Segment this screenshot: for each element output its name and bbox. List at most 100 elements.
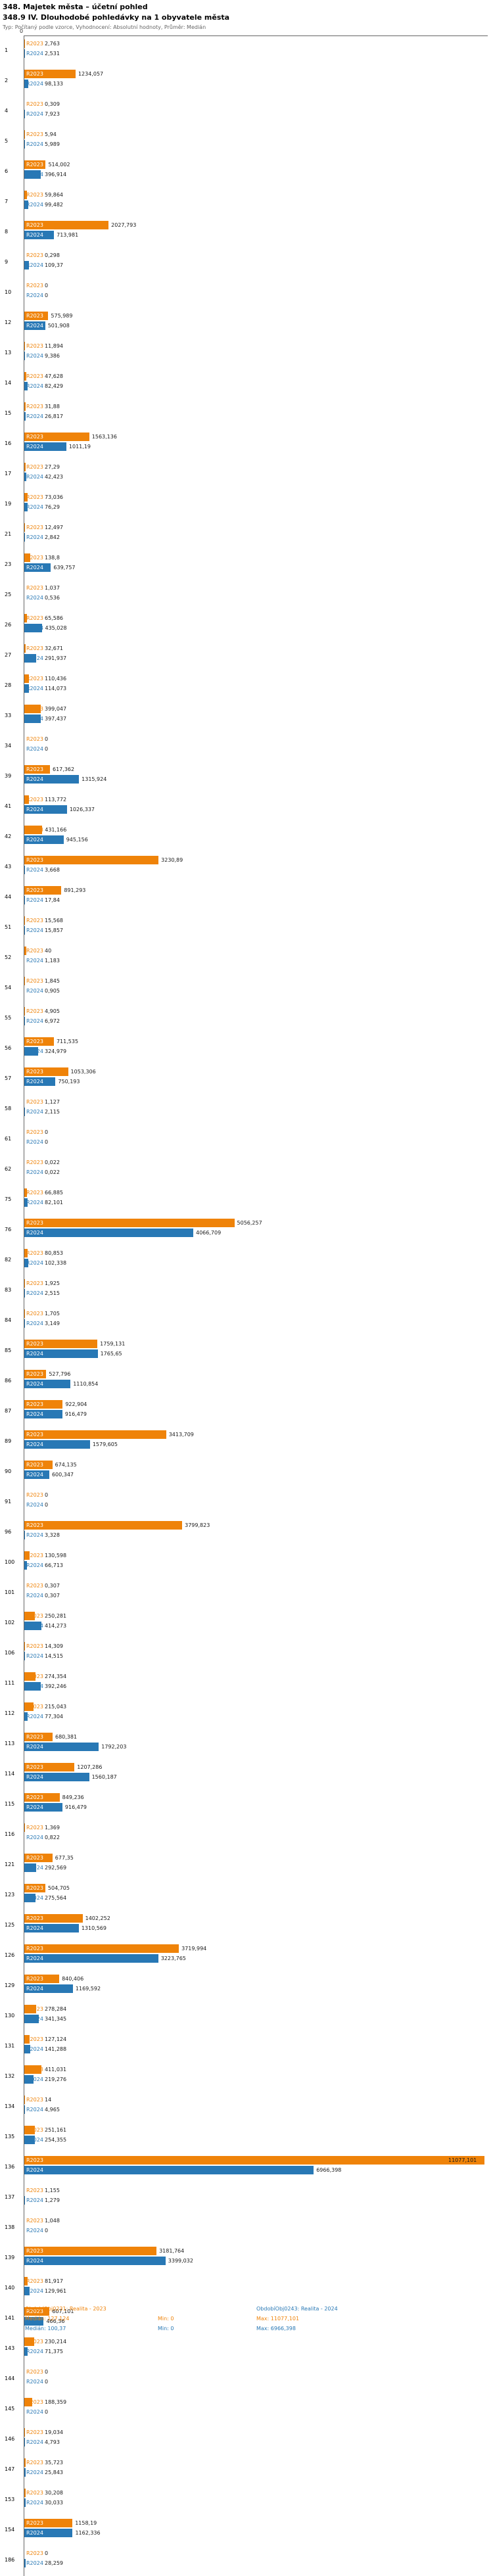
row-number-label: 8	[5, 229, 23, 235]
value-label-r2024: 0	[45, 2379, 48, 2385]
series-label-r2023: R2023	[26, 2188, 43, 2193]
row-number-label: 135	[5, 2134, 23, 2140]
series-label-r2023: R2023	[26, 464, 43, 470]
value-label-r2024: 6966,398	[316, 2167, 341, 2173]
value-label-r2023: 11077,101	[448, 2157, 477, 2163]
value-bar-r2023	[24, 1642, 25, 1651]
value-label-r2023: 3719,994	[181, 1946, 206, 1952]
series-label-r2023: R2023	[26, 2218, 43, 2224]
series-label-r2024: R2024	[26, 383, 43, 389]
series-label-r2024: R2024	[26, 746, 43, 752]
series-label-r2024: R2024	[26, 595, 43, 601]
row-number-label: 89	[5, 1438, 23, 1444]
row-number-label: 43	[5, 864, 23, 870]
value-label-r2023: 66,885	[45, 1190, 63, 1196]
value-label-r2024: 341,345	[45, 2016, 66, 2022]
row-number-label: 153	[5, 2496, 23, 2502]
value-label-r2024: 9,386	[45, 353, 60, 359]
series-label-r2024: R2024	[26, 837, 43, 843]
value-label-r2024: 1,279	[45, 2197, 60, 2203]
series-label-r2024: R2024	[26, 625, 43, 631]
row-number-label: 55	[5, 1015, 23, 1021]
min-2023: Min: 0	[158, 2316, 174, 2322]
value-label-r2024: 0,822	[45, 1835, 60, 1840]
series-label-r2024: R2024	[26, 2500, 43, 2506]
row-number-label: 10	[5, 289, 23, 295]
value-label-r2024: 392,246	[45, 1683, 66, 1689]
series-label-r2024: R2024	[26, 1200, 43, 1206]
series-label-r2023: R2023	[26, 1643, 43, 1649]
series-label-r2024: R2024	[26, 2016, 43, 2022]
series-label-r2024: R2024	[26, 1714, 43, 1720]
series-label-r2023: R2023	[26, 706, 43, 712]
series-label-r2023: R2023	[26, 918, 43, 924]
value-label-r2023: 1,705	[45, 1311, 60, 1317]
series-label-r2023: R2023	[26, 71, 43, 77]
value-label-r2024: 1162,336	[75, 2530, 100, 2536]
row-number-label: 4	[5, 108, 23, 114]
series-label-r2024: R2024	[26, 2137, 43, 2143]
value-label-r2024: 15,857	[45, 927, 63, 933]
series-label-r2023: R2023	[26, 1674, 43, 1679]
series-label-r2024: R2024	[26, 2288, 43, 2294]
series-label-r2023: R2023	[26, 1311, 43, 1317]
series-label-r2023: R2023	[26, 434, 43, 440]
value-label-r2023: 0,309	[45, 101, 60, 107]
value-label-r2023: 922,904	[65, 1401, 87, 1407]
series-label-r2024: R2024	[26, 1109, 43, 1115]
value-label-r2023: 617,362	[53, 766, 74, 772]
value-label-r2023: 674,135	[55, 1462, 77, 1468]
row-number-label: 83	[5, 1287, 23, 1293]
value-label-r2024: 916,479	[65, 1804, 87, 1810]
value-label-r2024: 30,033	[45, 2500, 63, 2506]
value-label-r2024: 916,479	[65, 1411, 87, 1417]
series-label-r2023: R2023	[26, 2369, 43, 2375]
value-label-r2023: 1,925	[45, 1280, 60, 1286]
row-number-label: 6	[5, 168, 23, 174]
value-label-r2023: 11,894	[45, 343, 63, 349]
value-label-r2023: 27,29	[45, 464, 60, 470]
series-label-r2024: R2024	[26, 1653, 43, 1659]
row-number-label: 7	[5, 199, 23, 204]
value-label-r2024: 102,338	[45, 1260, 66, 1266]
value-bar-r2024	[24, 2559, 26, 2567]
value-label-r2023: 3230,89	[161, 857, 183, 863]
value-label-r2024: 275,564	[45, 1895, 66, 1901]
series-label-r2024: R2024	[26, 1593, 43, 1599]
series-label-r2024: R2024	[26, 2439, 43, 2445]
series-label-r2024: R2024	[26, 988, 43, 994]
series-label-r2024: R2024	[26, 2107, 43, 2113]
value-bar-r2024	[24, 896, 25, 904]
